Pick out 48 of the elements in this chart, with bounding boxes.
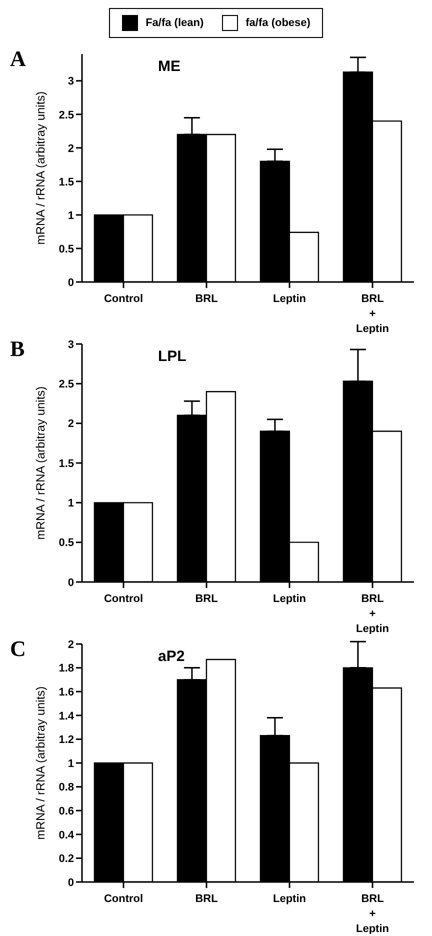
y-tick-label: 2	[68, 142, 74, 155]
y-tick-label: 0	[68, 576, 74, 589]
x-tick-label: Control	[104, 893, 144, 905]
y-axis-title: mRNA / rRNA (arbitray units)	[33, 686, 48, 840]
y-tick-label: 1.5	[58, 176, 74, 188]
y-tick-label: 3	[68, 338, 74, 351]
y-tick-label: 1.8	[58, 662, 74, 675]
y-tick-label: 2	[68, 638, 74, 651]
y-tick-label: 1	[68, 498, 74, 510]
y-tick-label: 1.2	[58, 734, 74, 746]
x-tick-label: Control	[104, 593, 144, 605]
x-tick-label: BRL + Leptin	[356, 893, 390, 935]
chart-title: LPL	[158, 348, 186, 365]
text: B	[10, 336, 25, 362]
y-tick-label: 0.6	[58, 806, 74, 818]
y-tick-label: 1.5	[58, 458, 74, 470]
text: C	[10, 636, 26, 662]
chart-title: ME	[158, 58, 180, 75]
y-tick-label: 0.4	[58, 829, 75, 842]
x-tick-label: BRL	[195, 593, 218, 605]
y-tick-label: 1.6	[58, 686, 74, 699]
x-tick-label: BRL	[195, 293, 218, 305]
y-tick-label: 2	[68, 418, 74, 430]
text: A	[10, 46, 26, 72]
y-tick-label: 2.5	[58, 109, 74, 122]
y-tick-label: 2.5	[58, 378, 74, 391]
x-tick-label: Leptin	[273, 293, 306, 305]
x-tick-label: Control	[104, 293, 144, 305]
y-tick-label: 0	[68, 876, 74, 889]
y-tick-label: 0.5	[58, 243, 74, 256]
y-tick-label: 1	[68, 210, 74, 222]
x-tick-label: BRL + Leptin	[356, 593, 390, 635]
x-tick-label: BRL + Leptin	[356, 293, 390, 335]
y-tick-label: 3	[68, 76, 74, 88]
y-tick-label: 0.2	[58, 853, 74, 866]
legend-label: Fa/fa (lean)	[146, 17, 204, 29]
chart-title: aP2	[158, 648, 185, 665]
x-tick-label: BRL	[195, 893, 218, 905]
legend-label: fa/fa (obese)	[246, 17, 310, 29]
y-tick-label: 0.8	[58, 782, 74, 794]
y-tick-label: 1.4	[58, 710, 75, 722]
y-axis-title: mRNA / rRNA (arbitray units)	[33, 91, 48, 245]
y-tick-label: 0.5	[58, 537, 74, 550]
y-axis-title: mRNA / rRNA (arbitray units)	[33, 386, 48, 540]
x-tick-label: Leptin	[273, 593, 306, 605]
y-tick-label: 1	[68, 758, 74, 770]
y-tick-label: 0	[68, 276, 74, 289]
x-tick-label: Leptin	[273, 893, 306, 905]
